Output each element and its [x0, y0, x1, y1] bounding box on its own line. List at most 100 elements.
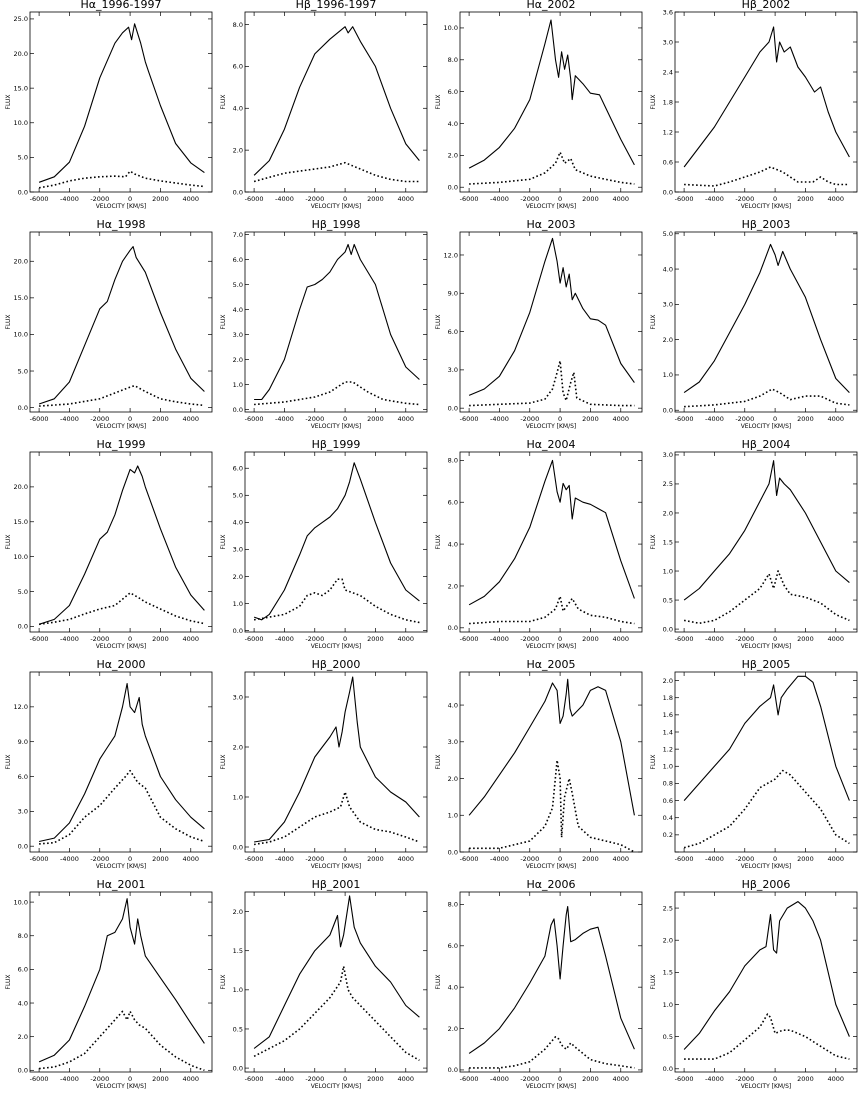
plot-frame — [674, 451, 858, 633]
panel-title: Hβ_2003 — [742, 218, 791, 231]
y-axis-label: FLUX — [435, 975, 442, 990]
y-tick-label: 5.0 — [233, 281, 243, 289]
y-tick-label: 15.0 — [14, 518, 28, 526]
x-tick-label: -2000 — [735, 855, 754, 863]
x-tick-label: 2000 — [797, 855, 814, 863]
y-tick-label: 1.2 — [663, 745, 673, 753]
x-tick-label: 2000 — [152, 195, 169, 203]
y-tick-label: 2.0 — [233, 573, 243, 581]
y-tick-label: 5.0 — [18, 154, 28, 162]
x-tick-label: -4000 — [490, 1075, 509, 1083]
x-axis-label: VELOCITY [KM/S] — [526, 863, 577, 870]
y-tick-label: 2.0 — [18, 1033, 28, 1041]
x-tick-label: 2000 — [797, 1075, 814, 1083]
solid-series-line — [468, 678, 635, 816]
y-tick-label: 4.0 — [448, 983, 458, 991]
y-tick-label: 4.0 — [18, 999, 28, 1007]
x-tick-label: 0 — [558, 635, 562, 643]
x-tick-label: 0 — [343, 855, 347, 863]
x-tick-label: -4000 — [60, 415, 79, 423]
y-tick-label: 8.0 — [18, 932, 28, 940]
x-tick-label: 2000 — [582, 415, 599, 423]
plot-frame — [244, 891, 428, 1073]
y-tick-label: 2.0 — [448, 152, 458, 160]
solid-series-line — [38, 898, 205, 1063]
y-tick-label: 20.0 — [14, 50, 28, 58]
x-tick-label: 0 — [343, 195, 347, 203]
x-tick-label: -2000 — [520, 415, 539, 423]
y-tick-label: 0.0 — [448, 848, 458, 856]
x-axis-label: VELOCITY [KM/S] — [741, 863, 792, 870]
y-tick-label: 7.0 — [233, 231, 243, 239]
dotted-series-line — [253, 161, 420, 183]
x-tick-label: -6000 — [460, 415, 479, 423]
x-tick-label: -4000 — [60, 635, 79, 643]
x-tick-label: -2000 — [520, 635, 539, 643]
y-tick-label: 6.0 — [18, 773, 28, 781]
dotted-series-line — [469, 360, 635, 407]
y-tick-label: 0.0 — [663, 625, 673, 633]
x-tick-label: 4000 — [827, 415, 844, 423]
solid-series-line — [468, 237, 635, 396]
dotted-series-line — [39, 1010, 205, 1072]
y-tick-label: 5.0 — [663, 230, 673, 238]
x-tick-label: -2000 — [90, 415, 109, 423]
x-axis-label: VELOCITY [KM/S] — [741, 1083, 792, 1090]
panel-title: Hβ_1996-1997 — [296, 0, 377, 11]
y-tick-label: 12.0 — [14, 703, 28, 711]
y-tick-label: 0.0 — [663, 188, 673, 196]
y-tick-label: 4.0 — [233, 519, 243, 527]
y-tick-label: 2.4 — [663, 68, 673, 76]
x-tick-label: -6000 — [460, 635, 479, 643]
x-tick-label: -6000 — [460, 855, 479, 863]
spectrum-panel: Hβ_1996-1997 -6000 -4000 -2000 0 2000 4000 0.0 2… — [220, 0, 428, 210]
y-axis-label: FLUX — [5, 975, 12, 990]
y-tick-label: 9.0 — [18, 738, 28, 746]
x-tick-label: 2000 — [797, 635, 814, 643]
x-tick-label: 2000 — [152, 855, 169, 863]
y-tick-label: 0.2 — [663, 831, 673, 839]
y-tick-label: 3.0 — [233, 331, 243, 339]
x-tick-label: -2000 — [90, 855, 109, 863]
y-tick-label: 1.0 — [233, 793, 243, 801]
y-axis-label: FLUX — [650, 315, 657, 330]
solid-series-line — [468, 905, 635, 1054]
plot-frame — [674, 891, 858, 1073]
spectrum-panel: Hβ_1999 -6000 -4000 -2000 0 2000 4000 0.0 1.0 2.0… — [220, 438, 428, 650]
panel-title: Hα_2001 — [96, 878, 145, 891]
y-tick-label: 0.0 — [663, 1065, 673, 1073]
dotted-series-line — [683, 769, 850, 849]
x-tick-label: 0 — [128, 1075, 132, 1083]
y-tick-label: 6.0 — [18, 966, 28, 974]
panel-title: Hα_2005 — [526, 658, 575, 671]
spectrum-panel: Hα_1996-1997 -6000 -4000 -2000 0 2000 4000 0.0 5… — [5, 0, 213, 210]
x-tick-label: -2000 — [90, 1075, 109, 1083]
y-tick-label: 10.0 — [14, 119, 28, 127]
y-tick-label: 1.0 — [663, 567, 673, 575]
x-tick-label: -2000 — [520, 855, 539, 863]
solid-series-line — [38, 246, 205, 405]
x-tick-label: -6000 — [30, 415, 49, 423]
y-tick-label: 2.0 — [448, 582, 458, 590]
x-tick-label: 2000 — [797, 195, 814, 203]
solid-series-line — [683, 901, 850, 1050]
y-axis-label: FLUX — [650, 95, 657, 110]
spectrum-panel: Hα_2003 -6000 -4000 -2000 0 2000 4000 0.0 3.0 6.0… — [435, 218, 643, 430]
y-axis-label: FLUX — [650, 755, 657, 770]
panel-title: Hβ_2000 — [312, 658, 361, 671]
y-axis-label: FLUX — [5, 95, 12, 110]
y-tick-label: 3.0 — [663, 301, 673, 309]
y-axis-label: FLUX — [650, 535, 657, 550]
y-tick-label: 3.0 — [663, 451, 673, 459]
dotted-series-line — [684, 388, 850, 408]
y-tick-label: 1.0 — [663, 1001, 673, 1009]
y-axis-label: FLUX — [5, 755, 12, 770]
spectrum-panel: Hα_2005 -6000 -4000 -2000 0 2000 4000 0.0 1.0 2.0… — [435, 658, 643, 870]
y-tick-label: 20.0 — [14, 258, 28, 266]
plot-frame — [459, 451, 643, 633]
x-tick-label: 0 — [558, 855, 562, 863]
panel-title: Hα_2004 — [526, 438, 575, 451]
x-tick-label: 2000 — [152, 635, 169, 643]
x-tick-label: 2000 — [582, 1075, 599, 1083]
solid-series-line — [38, 683, 205, 843]
